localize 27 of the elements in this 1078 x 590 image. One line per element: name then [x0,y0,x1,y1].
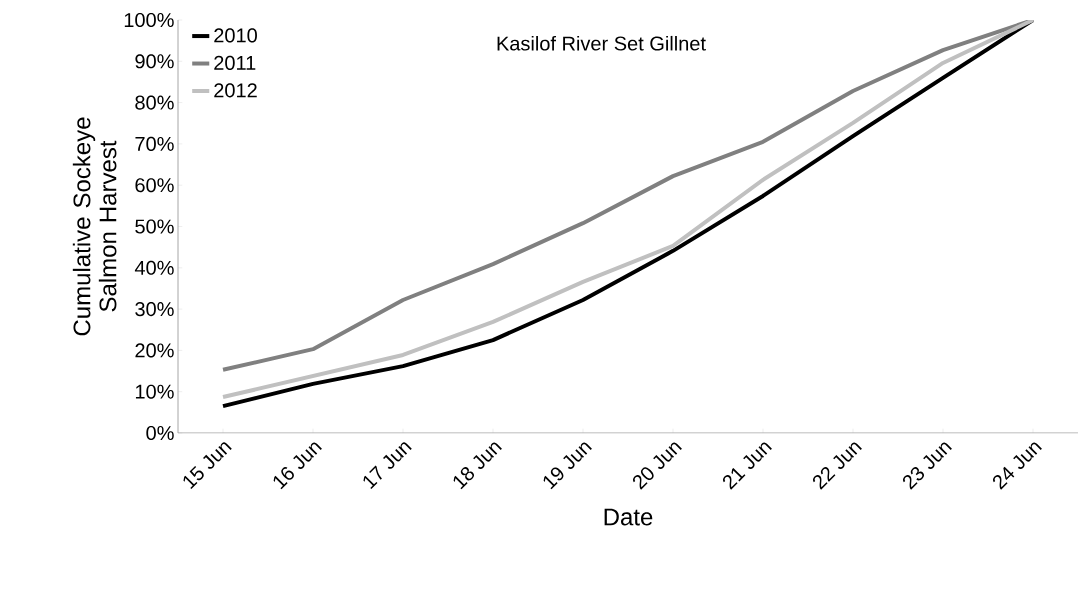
x-tick-label: 20 Jun [632,442,682,490]
x-tick-label: 15 Jun [183,442,232,490]
y-tick-label: 50% [135,219,174,234]
y-tick-label: 80% [135,95,174,110]
x-tick-label: 19 Jun [543,442,592,490]
y-tick-label: 60% [135,178,174,193]
y-tick-label: 0% [146,425,174,441]
y-tick-label: 40% [134,260,174,275]
y-tick-label: 100% [124,12,174,28]
x-tick-label: 23 Jun [902,442,952,490]
legend-label: 2010 [214,28,257,43]
y-tick-label: 20% [135,343,174,358]
y-tick-label: 30% [135,302,174,317]
x-tick-label: 18 Jun [453,442,502,490]
x-tick-label: 16 Jun [273,442,322,490]
x-tick-label: 17 Jun [363,442,412,490]
x-tick-label: 21 Jun [722,442,772,490]
y-tick-label: 10% [135,384,174,399]
y-tick-label: 90% [135,54,174,69]
text: Kasilof River Set Gillnet [497,35,706,51]
legend-label: 2011 [214,55,256,70]
y-tick-label: 70% [135,136,174,151]
legend-label: 2012 [214,83,257,98]
x-axis-title: Date [604,508,653,526]
y-axis-title: Cumulative Sockeye Salmon Harvest [72,117,117,336]
x-tick-label: 22 Jun [812,442,862,490]
x-tick-label: 24 Jun [992,442,1042,490]
